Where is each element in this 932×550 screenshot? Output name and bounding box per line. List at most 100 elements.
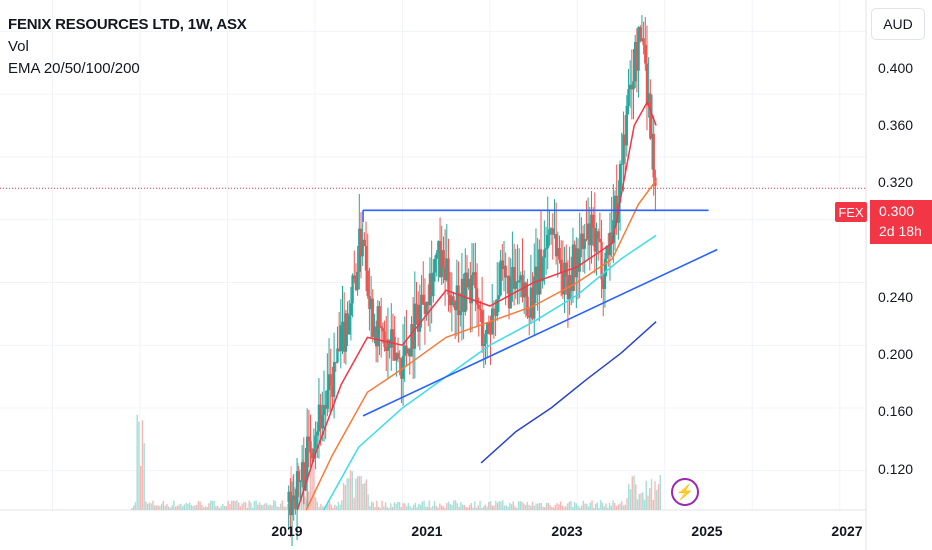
volume-bar [575,503,577,510]
legend-vol[interactable]: Vol [8,38,29,55]
last-price: 0.300 [879,203,915,219]
volume-bar [610,505,612,510]
candle-body [544,248,548,250]
volume-bar [416,507,418,510]
volume-bar [202,507,205,510]
volume-bar [582,500,584,510]
volume-bar [230,500,233,510]
volume-bar [559,501,562,510]
volume-bar [570,501,572,510]
candle-body [484,333,487,344]
candle-body [359,228,363,257]
candle-body [526,296,529,316]
volume-bar [365,479,368,510]
candle-body [517,280,521,283]
volume-bar [440,505,443,510]
volume-bar [433,501,436,510]
volume-bar [356,476,359,510]
candle-body [460,278,464,311]
candle-body [413,303,417,349]
candle-body [317,404,321,432]
candle-body [469,278,472,304]
volume-bar [390,503,392,510]
volume-bar [384,502,387,510]
volume-bar [139,465,142,510]
volume-bar [526,501,528,510]
volume-bar [486,506,488,510]
candle-body [443,267,447,281]
volume-bar [447,501,450,510]
currency-button[interactable]: AUD [871,8,925,40]
volume-bar [437,507,439,510]
volume-bar [330,504,333,510]
volume-bar [549,505,551,510]
y-tick-label: 0.120 [878,461,914,477]
volume-bar [481,507,483,510]
volume-bar [251,507,254,510]
lightning-icon[interactable]: ⚡ [671,478,699,506]
volume-bar [425,506,427,510]
volume-bar [146,503,149,510]
volume-bar [640,493,642,510]
volume-bar [519,501,521,510]
volume-bar [465,507,467,510]
volume-bar [341,500,343,510]
volume-bar [349,470,352,510]
volume-bar [460,502,462,510]
ema50-line [305,180,657,511]
volume-bar [223,506,226,510]
volume-bar [558,504,560,510]
candle-body [292,495,295,500]
volume-bar [344,485,347,510]
candle-body [329,374,332,386]
candle-body [554,233,558,257]
volume-bar [495,500,497,510]
volume-bar [423,500,425,510]
volume-bar [412,504,415,510]
volume-bar [190,504,193,510]
candle-body [605,245,608,259]
candle-body [395,352,398,361]
candle-body [341,321,344,326]
candle-body [307,436,311,442]
volume-bar [510,504,513,510]
volume-bar [488,501,490,510]
candle-body [319,404,322,429]
candle-body [337,348,341,352]
volume-bar [258,502,261,510]
volume-bar [636,499,639,510]
candle-body [565,262,568,278]
y-tick-label: 0.360 [878,117,914,133]
candle-body [447,258,450,295]
candle-body [299,480,302,483]
volume-bar [500,501,502,510]
volume-bar [607,507,609,510]
volume-bar [647,495,649,510]
candle-body [509,277,512,309]
volume-bar [236,500,238,510]
volume-bar [407,502,410,510]
volume-bar [304,496,306,510]
volume-bar [591,500,593,510]
candle-body [388,339,391,348]
x-tick-label: 2023 [551,523,583,539]
candle-body [332,362,336,397]
candle-body [588,223,591,246]
volume-bar [351,471,354,510]
candle-body [563,262,566,295]
volume-bar [204,506,207,510]
volume-bar [397,501,399,510]
volume-bar [398,502,401,510]
candle-body [650,133,654,139]
volume-bar [234,500,236,510]
volume-bar [538,503,541,510]
candle-body [504,265,507,278]
volume-bar [208,503,210,510]
volume-bar [586,503,588,510]
legend-ema[interactable]: EMA 20/50/100/200 [8,60,140,77]
volume-bar [577,505,579,510]
candle-body [627,89,630,106]
volume-bar [328,500,331,510]
candle-body [613,195,617,221]
